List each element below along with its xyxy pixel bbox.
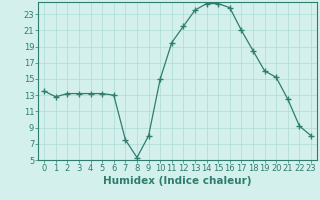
X-axis label: Humidex (Indice chaleur): Humidex (Indice chaleur): [103, 176, 252, 186]
